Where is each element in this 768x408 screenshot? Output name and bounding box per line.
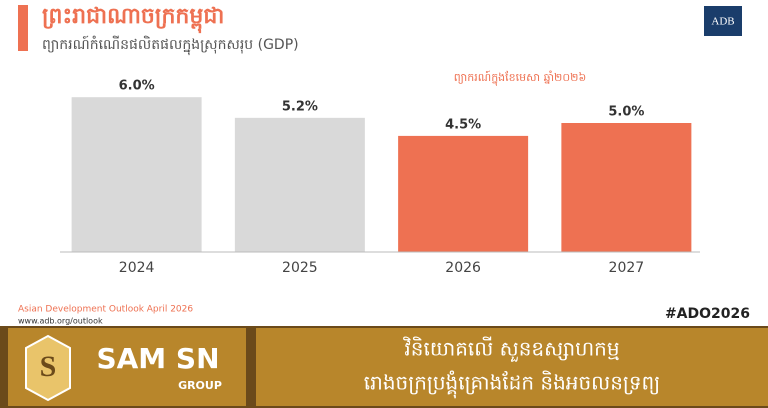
- bar: [561, 123, 692, 252]
- x-tick-label: 2025: [282, 260, 318, 276]
- brand-icon-letter: S: [40, 350, 57, 383]
- value-label: 5.0%: [608, 105, 644, 120]
- banner-line: រោងចក្រប្រង្គុំគ្រោងដែក និងអចលនទ្រព្យ: [364, 370, 660, 399]
- brand-group: GROUP: [178, 379, 222, 392]
- bar: [234, 117, 365, 252]
- bar: [398, 135, 529, 252]
- value-label: 5.2%: [282, 99, 318, 114]
- brand-icon: [25, 334, 71, 402]
- banner-line: វិនិយោគលើ សួនឧស្សាហកម្ម: [403, 336, 620, 363]
- chart-subtitle: ព្យាករណ៍កំណើនផលិតផលក្នុងស្រុកសរុប (GDP): [42, 35, 299, 56]
- bar: [71, 97, 202, 252]
- x-tick-label: 2027: [609, 260, 645, 276]
- hashtag: #ADO2026: [665, 306, 750, 322]
- x-tick-label: 2026: [445, 260, 481, 276]
- logo: ADB: [711, 16, 734, 28]
- value-label: 6.0%: [119, 79, 155, 94]
- value-label: 4.5%: [445, 117, 481, 132]
- source-name: Asian Development Outlook April 2026: [18, 305, 193, 315]
- brand-name: SAM SN: [96, 342, 219, 375]
- source-url: www.adb.org/outlook: [18, 317, 103, 326]
- banner-box: [256, 328, 768, 406]
- x-tick-label: 2024: [119, 260, 155, 276]
- logo-box: [704, 6, 742, 36]
- title-accent: [18, 5, 28, 51]
- annotation: ព្យាករណ៍ក្នុងខែមេសា ឆ្នាំ២០២៦: [454, 70, 587, 86]
